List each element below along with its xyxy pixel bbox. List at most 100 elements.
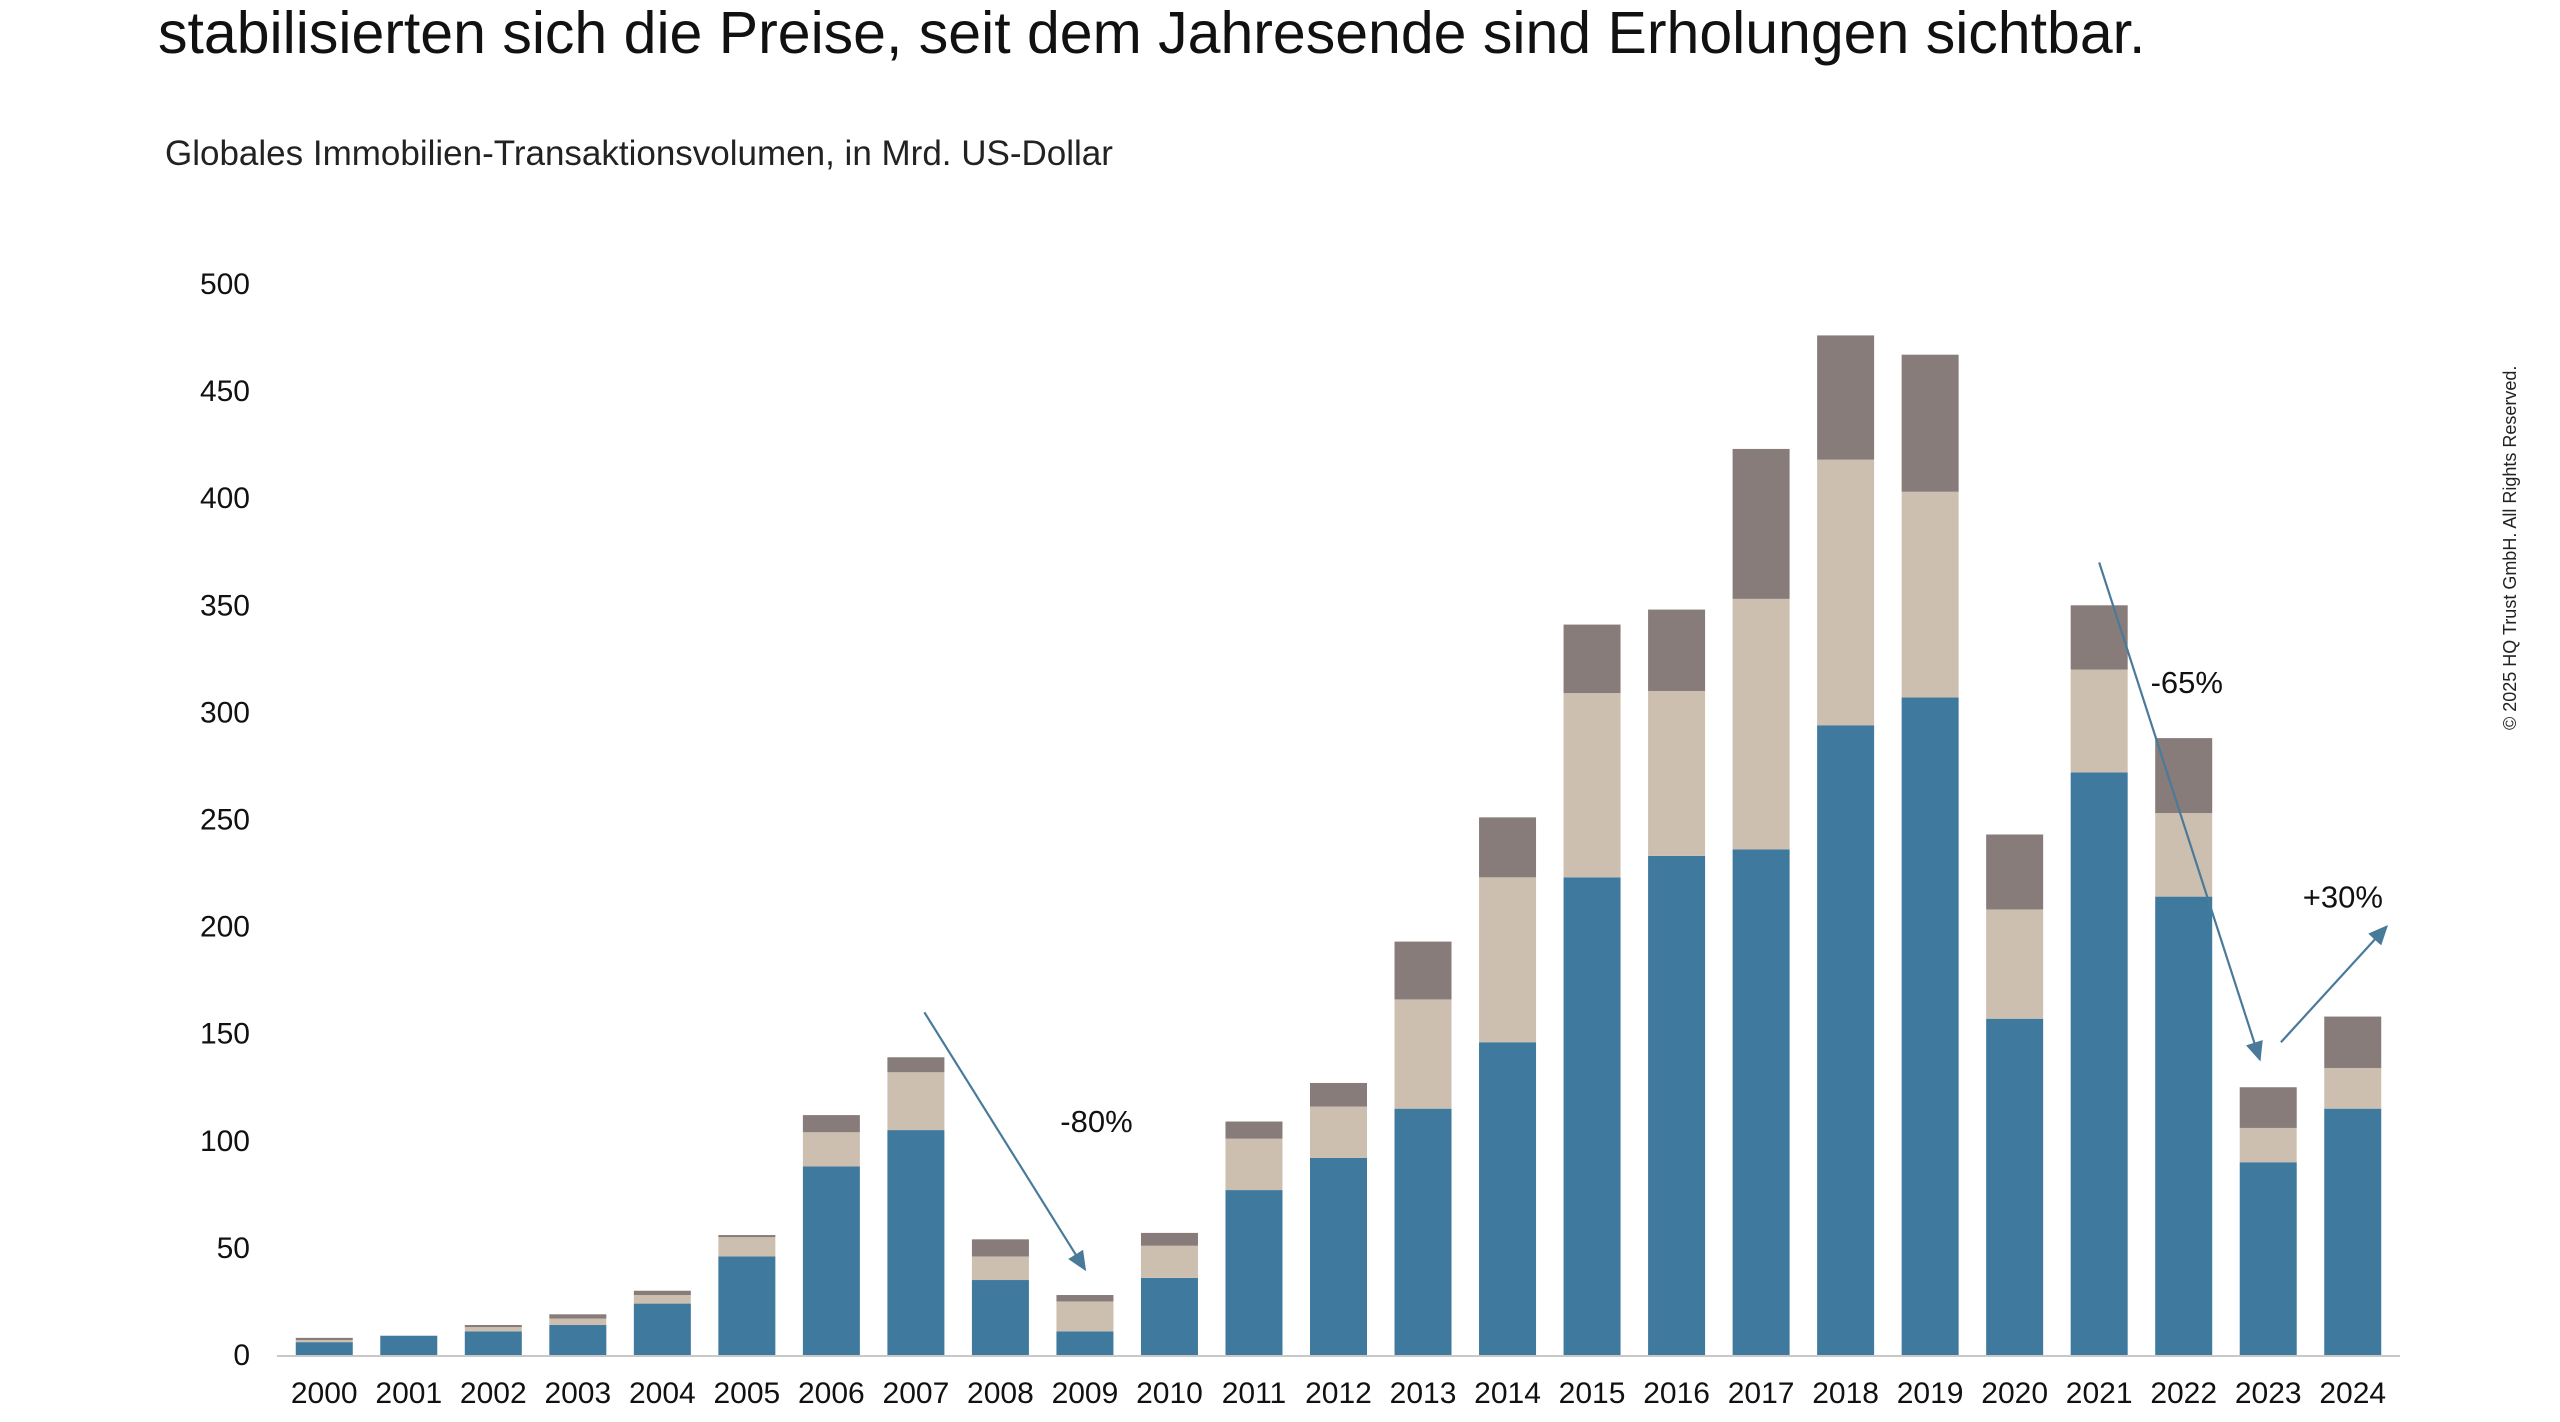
bar-segment-3 (887, 1057, 945, 1073)
bar-segment-1 (1732, 849, 1790, 1355)
bar-segment-1 (1986, 1018, 2044, 1355)
bar-segment-3 (1140, 1232, 1198, 1246)
bar-segment-3 (464, 1325, 522, 1328)
x-tick-label: 2018 (1812, 1377, 1879, 1410)
bar-stack-2001 (380, 1335, 438, 1355)
bar-segment-2 (295, 1340, 353, 1343)
bar-segment-1 (1563, 877, 1621, 1355)
bar-segment-3 (295, 1337, 353, 1341)
bar-segment-1 (2155, 896, 2213, 1355)
bar-segment-2 (1732, 598, 1790, 850)
bar-segment-2 (633, 1295, 691, 1304)
annotation-arrow-2 (2098, 562, 2263, 1062)
annotation-label-2: -65% (2151, 665, 2223, 700)
y-tick-label: 350 (200, 589, 250, 622)
x-tick-label: 2013 (1390, 1377, 1457, 1410)
bar-segment-1 (1648, 855, 1706, 1355)
y-tick-label: 200 (200, 911, 250, 944)
bar-segment-3 (2239, 1087, 2297, 1128)
bar-segment-1 (2070, 772, 2128, 1355)
annotation-arrow-1 (923, 1011, 1087, 1272)
x-tick-label: 2008 (967, 1377, 1034, 1410)
x-tick-label: 2006 (798, 1377, 865, 1410)
x-tick-label: 2024 (2319, 1377, 2386, 1410)
bar-segment-1 (2324, 1108, 2382, 1355)
annotation-label-1: -80% (1060, 1104, 1132, 1139)
bar-stack-2007 (887, 1057, 945, 1355)
bar-segment-1 (887, 1130, 945, 1355)
bar-segment-2 (887, 1072, 945, 1131)
x-axis-tick-labels: 2000 2001 2002 2003 2004 2005 2006 2007 2008 2009… (291, 1377, 2386, 1410)
bar-segment-1 (549, 1325, 607, 1355)
bar-segment-1 (1310, 1157, 1367, 1355)
bar-stack-2014 (1479, 817, 1537, 1355)
x-tick-label: 2004 (629, 1377, 696, 1410)
bar-segment-1 (633, 1303, 691, 1355)
bar-stack-2004 (633, 1290, 691, 1355)
bar-segment-3 (1901, 354, 1959, 492)
bar-segment-3 (802, 1115, 860, 1133)
bar-segment-1 (295, 1342, 353, 1355)
y-tick-label: 100 (200, 1125, 250, 1158)
y-tick-label: 150 (200, 1018, 250, 1051)
x-tick-label: 2016 (1643, 1377, 1710, 1410)
bar-segment-1 (1140, 1277, 1198, 1355)
bar-stack-2002 (464, 1325, 522, 1355)
bar-segment-1 (1479, 1042, 1537, 1355)
bar-stack-2006 (802, 1115, 860, 1355)
bar-stack-2020 (1986, 834, 2044, 1355)
bar-segment-1 (802, 1166, 860, 1355)
bar-segment-3 (1563, 624, 1621, 694)
bar-segment-3 (549, 1314, 607, 1319)
bar-segment-2 (1056, 1301, 1114, 1332)
bar-stack-2019 (1901, 354, 1959, 1355)
bar-stack-2023 (2239, 1087, 2297, 1355)
chart-title: Globales Immobilien-Transaktionsvolumen,… (165, 134, 1113, 173)
x-tick-label: 2014 (1474, 1377, 1541, 1410)
bar-segment-3 (1986, 834, 2044, 910)
bar-stacks (295, 335, 2382, 1355)
x-tick-label: 2012 (1305, 1377, 1372, 1410)
x-tick-label: 2019 (1897, 1377, 1964, 1410)
bar-segment-1 (971, 1280, 1029, 1355)
bar-segment-2 (1394, 999, 1452, 1109)
bar-segment-1 (2239, 1162, 2297, 1355)
bar-segment-1 (718, 1256, 776, 1355)
bar-segment-2 (2324, 1067, 2382, 1109)
bar-segment-2 (549, 1318, 607, 1326)
bar-stack-2010 (1140, 1232, 1198, 1355)
bar-segment-2 (1648, 690, 1706, 856)
bar-segment-2 (718, 1237, 776, 1257)
bar-segment-1 (380, 1335, 438, 1355)
bar-segment-1 (1394, 1108, 1452, 1355)
bar-segment-2 (1225, 1138, 1283, 1191)
y-tick-label: 250 (200, 804, 250, 837)
bar-segment-2 (1901, 491, 1959, 698)
bar-stack-2017 (1732, 448, 1790, 1355)
y-tick-label: 500 (200, 268, 250, 301)
bar-segment-3 (1817, 335, 1875, 460)
bar-segment-1 (1817, 725, 1875, 1355)
y-tick-label: 400 (200, 482, 250, 515)
bar-stack-2022 (2155, 738, 2213, 1355)
bar-segment-2 (971, 1256, 1029, 1281)
bar-stack-2000 (295, 1337, 353, 1355)
bar-segment-3 (2155, 738, 2213, 814)
bar-segment-2 (1563, 693, 1621, 878)
x-tick-label: 2000 (291, 1377, 358, 1410)
x-tick-label: 2022 (2150, 1377, 2217, 1410)
bar-stack-2011 (1225, 1121, 1283, 1355)
bar-segment-3 (1225, 1121, 1283, 1139)
x-tick-label: 2021 (2066, 1377, 2133, 1410)
bar-segment-2 (1310, 1106, 1367, 1158)
y-tick-label: 450 (200, 375, 250, 408)
annotation-label-3: +30% (2303, 879, 2383, 914)
bar-stack-2018 (1817, 335, 1875, 1355)
bar-segment-2 (2239, 1127, 2297, 1163)
bar-stack-2008 (971, 1239, 1029, 1355)
y-tick-label: 300 (200, 696, 250, 729)
bar-segment-2 (464, 1327, 522, 1332)
bar-segment-3 (718, 1235, 776, 1238)
x-tick-label: 2017 (1728, 1377, 1795, 1410)
